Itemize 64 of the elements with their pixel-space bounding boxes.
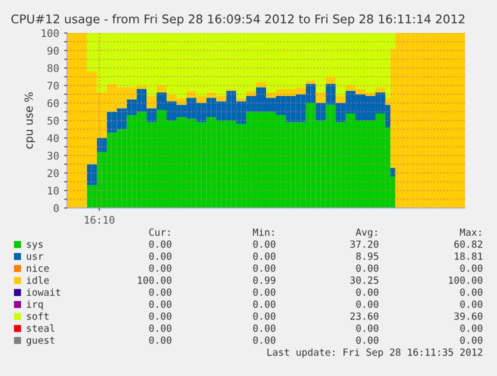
text: 0.00 (356, 324, 378, 332)
y-tick-label: 30 (48, 152, 59, 160)
y-tick-label: 50 (48, 116, 59, 125)
legend-label: usr (26, 254, 44, 260)
text: 0.00 (253, 312, 276, 320)
text: 30.25 (350, 276, 378, 284)
text: 0.00 (356, 336, 378, 344)
text: 0.00 (149, 300, 172, 308)
text: 0.00 (460, 288, 482, 296)
legend-label: sys (27, 242, 43, 250)
text: Cur: (149, 228, 170, 236)
text: 0.00 (460, 324, 482, 332)
text: 0.00 (460, 336, 482, 344)
text: 18.81 (454, 252, 482, 260)
x-tick-label: 16:10 (84, 216, 114, 224)
text: Avg: (356, 228, 377, 238)
text: 8.95 (356, 252, 378, 260)
text: 0.00 (149, 336, 172, 344)
text: 39.60 (454, 312, 482, 320)
text: 0.00 (253, 240, 276, 248)
text: 0.00 (149, 312, 172, 320)
chart-title: CPU#12 usage - from Fri Sep 28 16:09:54 2012 to Fri Sep 28 16:11:14 2012 (11, 14, 464, 26)
text: 0.00 (356, 300, 378, 308)
text: 0.00 (253, 324, 276, 332)
text: 0.00 (356, 288, 378, 296)
text: 100.00 (449, 276, 482, 284)
text: 0.00 (253, 288, 276, 296)
y-axis-title: cpu use % (24, 92, 35, 149)
text: 0.00 (149, 324, 172, 332)
text: 0.99 (253, 276, 276, 284)
legend-label: nice (26, 264, 49, 272)
text: Last update: Fri Sep 28 16:11:35 2012 (267, 348, 482, 358)
text: 100.00 (138, 276, 172, 284)
legend-label: guest (26, 336, 54, 346)
text: 0.00 (149, 252, 172, 260)
y-tick-label: 10 (48, 186, 59, 195)
text: Min: (252, 228, 274, 236)
text: 0.00 (149, 288, 172, 296)
y-tick-label: 100 (42, 29, 59, 38)
text: 60.82 (454, 240, 482, 248)
y-tick-label: 0 (54, 204, 59, 212)
legend-label: steal (27, 324, 54, 332)
y-tick-label: 40 (47, 134, 59, 142)
y-tick-label: 20 (48, 169, 59, 178)
text: 0.00 (253, 252, 276, 260)
legend-label: iowait (26, 288, 60, 296)
text: 0.00 (149, 240, 172, 248)
text: Max: (460, 228, 481, 236)
text: 0.00 (253, 264, 276, 272)
text: 0.00 (460, 264, 482, 272)
text: 37.20 (350, 240, 378, 248)
legend-label: idle (26, 276, 49, 284)
text: 0.00 (460, 300, 482, 308)
y-tick-label: 80 (47, 64, 59, 72)
legend-label: irq (26, 300, 43, 310)
y-tick-label: 90 (47, 46, 59, 55)
text: 0.00 (253, 336, 276, 344)
text: 0.00 (253, 300, 276, 308)
y-tick-label: 60 (47, 99, 59, 108)
y-tick-label: 70 (48, 82, 59, 90)
text: 0.00 (149, 264, 172, 272)
legend-label: soft (27, 312, 48, 320)
text: 23.60 (350, 312, 378, 320)
text: 0.00 (356, 264, 378, 272)
